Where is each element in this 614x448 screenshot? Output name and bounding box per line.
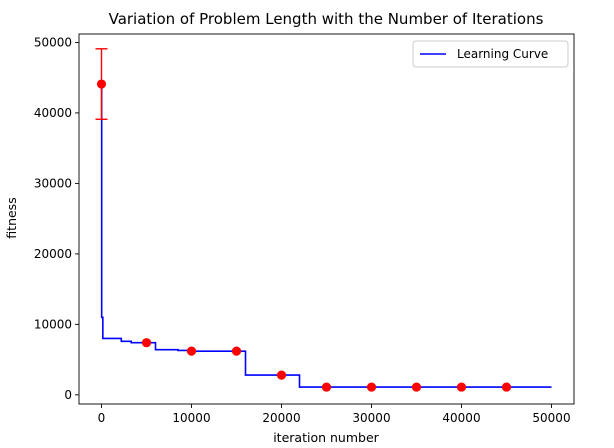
plot-frame (78, 33, 575, 405)
marker-point-9 (501, 382, 512, 392)
x-axis-label: iteration number (273, 430, 379, 445)
chart-title: Variation of Problem Length with the Num… (109, 10, 544, 28)
x-tick-label-3: 30000 (352, 411, 390, 425)
legend: Learning Curve (412, 40, 569, 68)
y-tick-label-1: 10000 (34, 317, 72, 331)
series-line-0 (100, 83, 552, 388)
x-tick-label-5: 50000 (532, 411, 570, 425)
marker-point-8 (456, 382, 467, 392)
marker-point-5 (321, 382, 332, 392)
marker-point-0 (96, 79, 107, 89)
y-tick-label-4: 40000 (34, 106, 72, 120)
y-tick-label-5: 50000 (34, 35, 72, 49)
y-tick-label-2: 20000 (34, 247, 72, 261)
y-tick-label-3: 30000 (34, 176, 72, 190)
marker-point-1 (141, 338, 152, 348)
x-tick-label-1: 10000 (172, 411, 210, 425)
marker-point-7 (411, 382, 422, 392)
y-axis-label: fitness (4, 197, 19, 238)
y-tick-label-0: 0 (64, 388, 72, 402)
legend-box (412, 40, 569, 68)
marker-point-2 (186, 346, 197, 356)
x-tick-label-0: 0 (98, 411, 106, 425)
x-tick-label-2: 20000 (262, 411, 300, 425)
marker-point-3 (231, 346, 242, 356)
x-tick-label-4: 40000 (442, 411, 480, 425)
marker-point-4 (276, 370, 287, 380)
plot-area: 0 10000 20000 30000 40000 50000 0 10000 20000 300… (34, 33, 575, 425)
legend-label-0: Learning Curve (457, 47, 548, 61)
marker-point-6 (366, 382, 377, 392)
